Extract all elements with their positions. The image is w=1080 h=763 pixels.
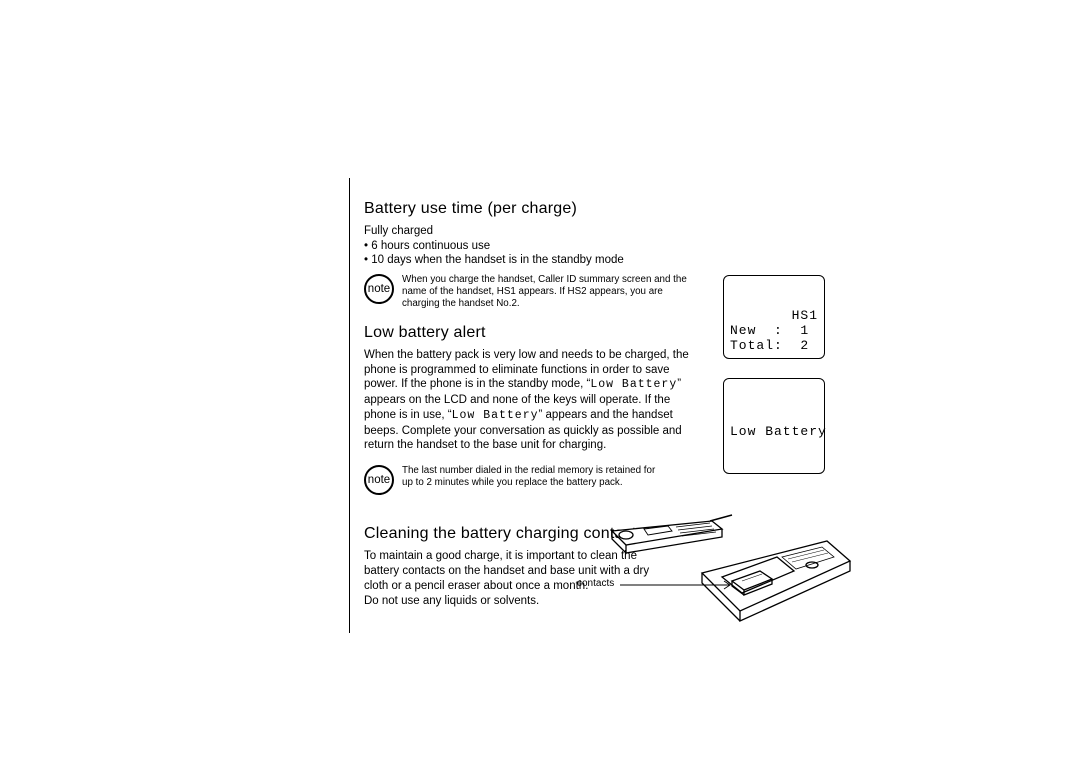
lcd-line: New : 1 — [730, 323, 809, 338]
bullet-item: 10 days when the handset is in the stand… — [364, 253, 694, 268]
bullet-item: 6 hours continuous use — [364, 239, 694, 254]
section1-title: Battery use time (per charge) — [364, 200, 849, 218]
section1-lead: Fully charged — [364, 224, 694, 239]
lcd-hs-label: HS1 — [730, 309, 818, 324]
section1-bullets: 6 hours continuous use 10 days when the … — [364, 239, 694, 268]
lcd-line: Total: 2 — [730, 338, 809, 353]
device-illustration — [582, 513, 857, 633]
lcd-code: Low Battery — [590, 378, 677, 391]
note-icon: note — [364, 274, 394, 304]
lcd-code: Low Battery — [452, 409, 539, 422]
note-icon: note — [364, 465, 394, 495]
lcd-display: Low Battery — [723, 378, 825, 474]
contacts-label: contacts — [577, 578, 614, 589]
section1-body: Fully charged 6 hours continuous use 10 … — [364, 224, 694, 268]
note-text: When you charge the handset, Caller ID s… — [402, 274, 690, 310]
section2-body: When the battery pack is very low and ne… — [364, 348, 694, 453]
lcd-display: HS1New : 1 Total: 2 — [723, 275, 825, 359]
note-text: The last number dialed in the redial mem… — [402, 465, 662, 489]
lcd-line: Low Battery — [730, 425, 818, 440]
